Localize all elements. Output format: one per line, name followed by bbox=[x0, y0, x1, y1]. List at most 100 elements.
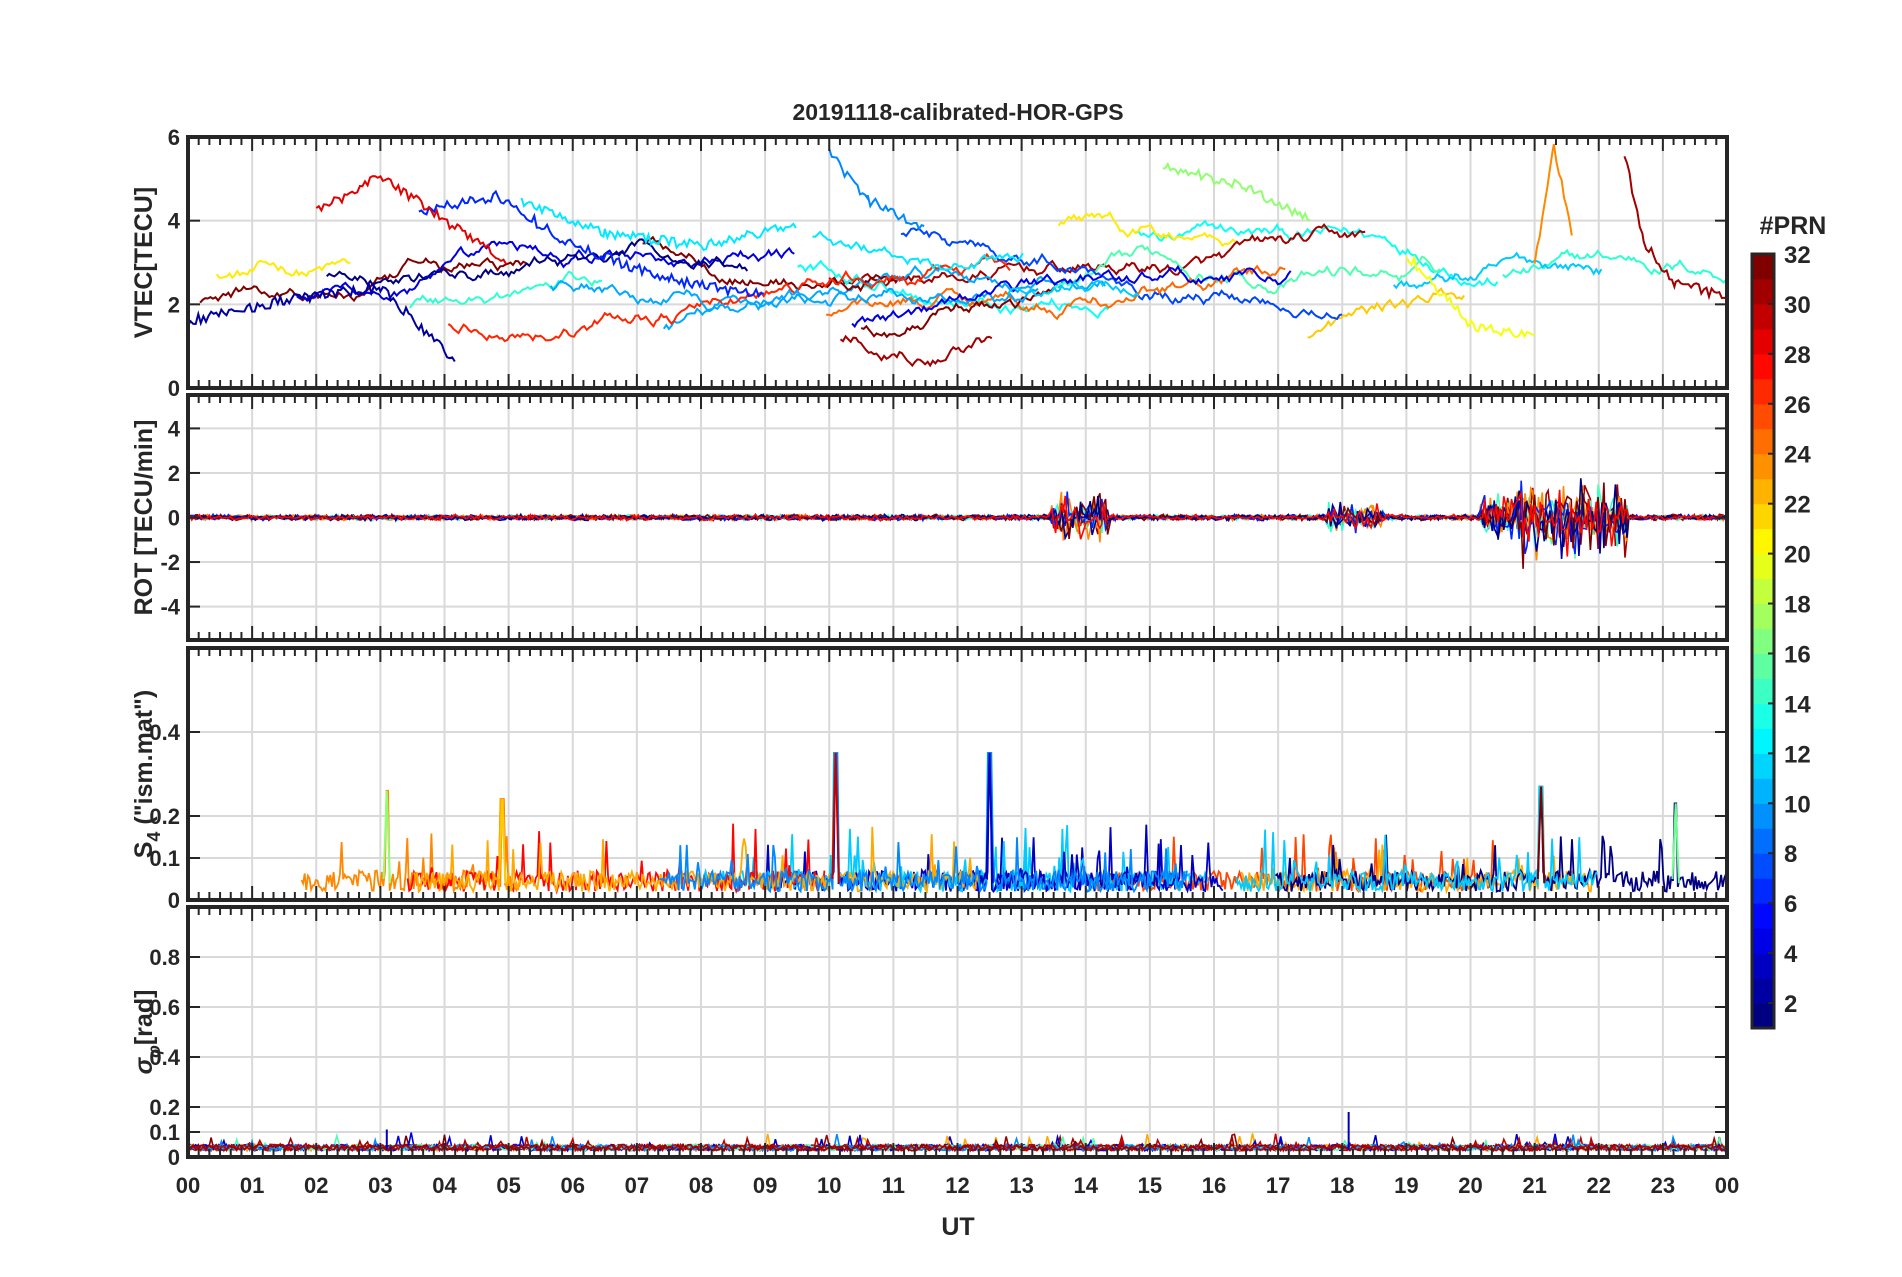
panel-sigma: 00.10.2 0.4 0.6 0.8 σφ[rad] bbox=[130, 905, 1729, 1170]
s4-peak bbox=[498, 799, 507, 884]
y-tick-label: 0.2 bbox=[149, 804, 180, 829]
colorbar-segment bbox=[1752, 378, 1774, 405]
colorbar-segment bbox=[1752, 803, 1774, 829]
colorbar-tick-label: 14 bbox=[1784, 691, 1811, 718]
x-ticks-sigma bbox=[187, 907, 1728, 1158]
x-tick-label: 02 bbox=[304, 1173, 328, 1198]
x-ticks-s4 bbox=[187, 648, 1728, 901]
y-tick-label: 0 bbox=[168, 376, 180, 401]
y-label-main: σ bbox=[130, 1056, 158, 1074]
colorbar-tick-label: 30 bbox=[1784, 292, 1811, 319]
colorbar-segment bbox=[1752, 628, 1774, 654]
y-tick-label: -4 bbox=[160, 595, 180, 620]
colorbar-label: #PRN bbox=[1760, 212, 1827, 240]
vtec-trace bbox=[662, 264, 1106, 331]
vtec-trace-prn-24 bbox=[1533, 143, 1573, 264]
vtec-trace bbox=[549, 279, 1039, 313]
vtec-trace bbox=[900, 227, 1343, 321]
colorbar-segment bbox=[1752, 1003, 1774, 1029]
y-label-rest: [rad] bbox=[130, 990, 158, 1046]
vtec-trace bbox=[296, 240, 795, 303]
colorbar-segment bbox=[1752, 553, 1774, 580]
y-axis-label-sigma: σφ[rad] bbox=[130, 990, 164, 1075]
colorbar-segment bbox=[1752, 828, 1774, 854]
x-tick-label: 11 bbox=[882, 1173, 905, 1198]
y-tick-label: 4 bbox=[168, 416, 181, 441]
x-tick-label: 18 bbox=[1330, 1173, 1354, 1198]
x-tick-label: 15 bbox=[1138, 1173, 1162, 1198]
colorbar-tick-label: 4 bbox=[1784, 941, 1798, 968]
x-axis-label: UT bbox=[941, 1213, 974, 1241]
x-tick-label: 19 bbox=[1394, 1173, 1418, 1198]
y-axis-label-s4: S4 ("ism.mat") bbox=[130, 690, 164, 859]
colorbar-tick-label: 10 bbox=[1784, 791, 1811, 818]
y-tick-label: 4 bbox=[168, 209, 181, 234]
vtec-trace bbox=[642, 235, 898, 293]
y-tick-label: 2 bbox=[168, 461, 180, 486]
colorbar-segment bbox=[1752, 603, 1774, 630]
x-tick-label: 22 bbox=[1587, 1173, 1611, 1198]
traces-s4 bbox=[300, 752, 1727, 895]
colorbar-segment bbox=[1752, 878, 1774, 904]
vtec-trace bbox=[812, 230, 1024, 271]
y-tick-label: 0.1 bbox=[149, 1120, 180, 1145]
colorbar-tick-label: 22 bbox=[1784, 492, 1811, 519]
vtec-trace bbox=[409, 270, 603, 309]
x-tick-label: 09 bbox=[753, 1173, 777, 1198]
colorbar-segment bbox=[1752, 353, 1774, 380]
x-tick-label: 05 bbox=[496, 1173, 520, 1198]
panel-rot: -4 -2 0 2 4 ROT [TECU/min] bbox=[130, 393, 1729, 642]
y-tick-label: -2 bbox=[160, 550, 180, 575]
colorbar-segment bbox=[1752, 403, 1774, 430]
y-label-sub: φ bbox=[144, 1045, 164, 1058]
vtec-trace bbox=[1007, 279, 1140, 298]
y-tick-label: 0.2 bbox=[149, 1095, 180, 1120]
vtec-trace bbox=[1502, 248, 1727, 284]
y-label-sub: 4 bbox=[144, 832, 164, 842]
colorbar-tick-label: 20 bbox=[1784, 542, 1811, 569]
vtec-trace-prn-17 bbox=[1162, 161, 1311, 222]
x-tick-label: 21 bbox=[1522, 1173, 1546, 1198]
x-tick-label: 07 bbox=[625, 1173, 649, 1198]
s4-peak bbox=[831, 752, 840, 884]
y-axis-label-vtec: VTEC[TECU] bbox=[130, 187, 158, 338]
y-tick-label: 0 bbox=[168, 506, 180, 531]
x-tick-label: 01 bbox=[240, 1173, 264, 1198]
vtec-trace-prn-29 bbox=[315, 174, 507, 265]
vtec-trace bbox=[1057, 210, 1236, 248]
s4-trace bbox=[659, 752, 1188, 894]
vtec-trace-prn-12 bbox=[520, 197, 797, 252]
vtec-trace-prn-31 bbox=[1623, 156, 1727, 301]
colorbar-tick-label: 28 bbox=[1784, 342, 1811, 369]
colorbar-tick-label: 8 bbox=[1784, 841, 1797, 868]
y-label-main: S bbox=[130, 842, 158, 859]
colorbar-tick-label: 6 bbox=[1784, 891, 1797, 918]
y-tick-label: 0.8 bbox=[149, 945, 180, 970]
vtec-trace bbox=[826, 264, 1286, 321]
traces-rot bbox=[188, 478, 1726, 569]
colorbar-segment bbox=[1752, 778, 1774, 804]
x-tick-label: 03 bbox=[368, 1173, 392, 1198]
y-tick-label: 0 bbox=[168, 888, 180, 913]
rot-trace bbox=[188, 489, 1724, 557]
x-tick-label: 16 bbox=[1202, 1173, 1226, 1198]
vtec-trace bbox=[1392, 251, 1603, 290]
colorbar-tick-label: 2 bbox=[1784, 991, 1797, 1018]
colorbar-tick-label: 32 bbox=[1784, 242, 1811, 269]
s4-trace bbox=[957, 752, 1224, 894]
colorbar-tick-label: 16 bbox=[1784, 641, 1811, 668]
y-tick-label: 0.4 bbox=[149, 720, 180, 745]
x-tick-label: 08 bbox=[689, 1173, 713, 1198]
x-tick-label: 23 bbox=[1651, 1173, 1675, 1198]
colorbar-segment bbox=[1752, 503, 1774, 530]
colorbar-tick-label: 26 bbox=[1784, 392, 1811, 419]
colorbar-segment bbox=[1752, 703, 1774, 729]
s4-peak bbox=[382, 790, 391, 884]
y-tick-label: 2 bbox=[168, 292, 180, 317]
y-label-rest: ("ism.mat") bbox=[130, 690, 158, 832]
vtec-trace-prn-20 bbox=[1405, 254, 1535, 339]
x-tick-label: 00 bbox=[1715, 1173, 1739, 1198]
